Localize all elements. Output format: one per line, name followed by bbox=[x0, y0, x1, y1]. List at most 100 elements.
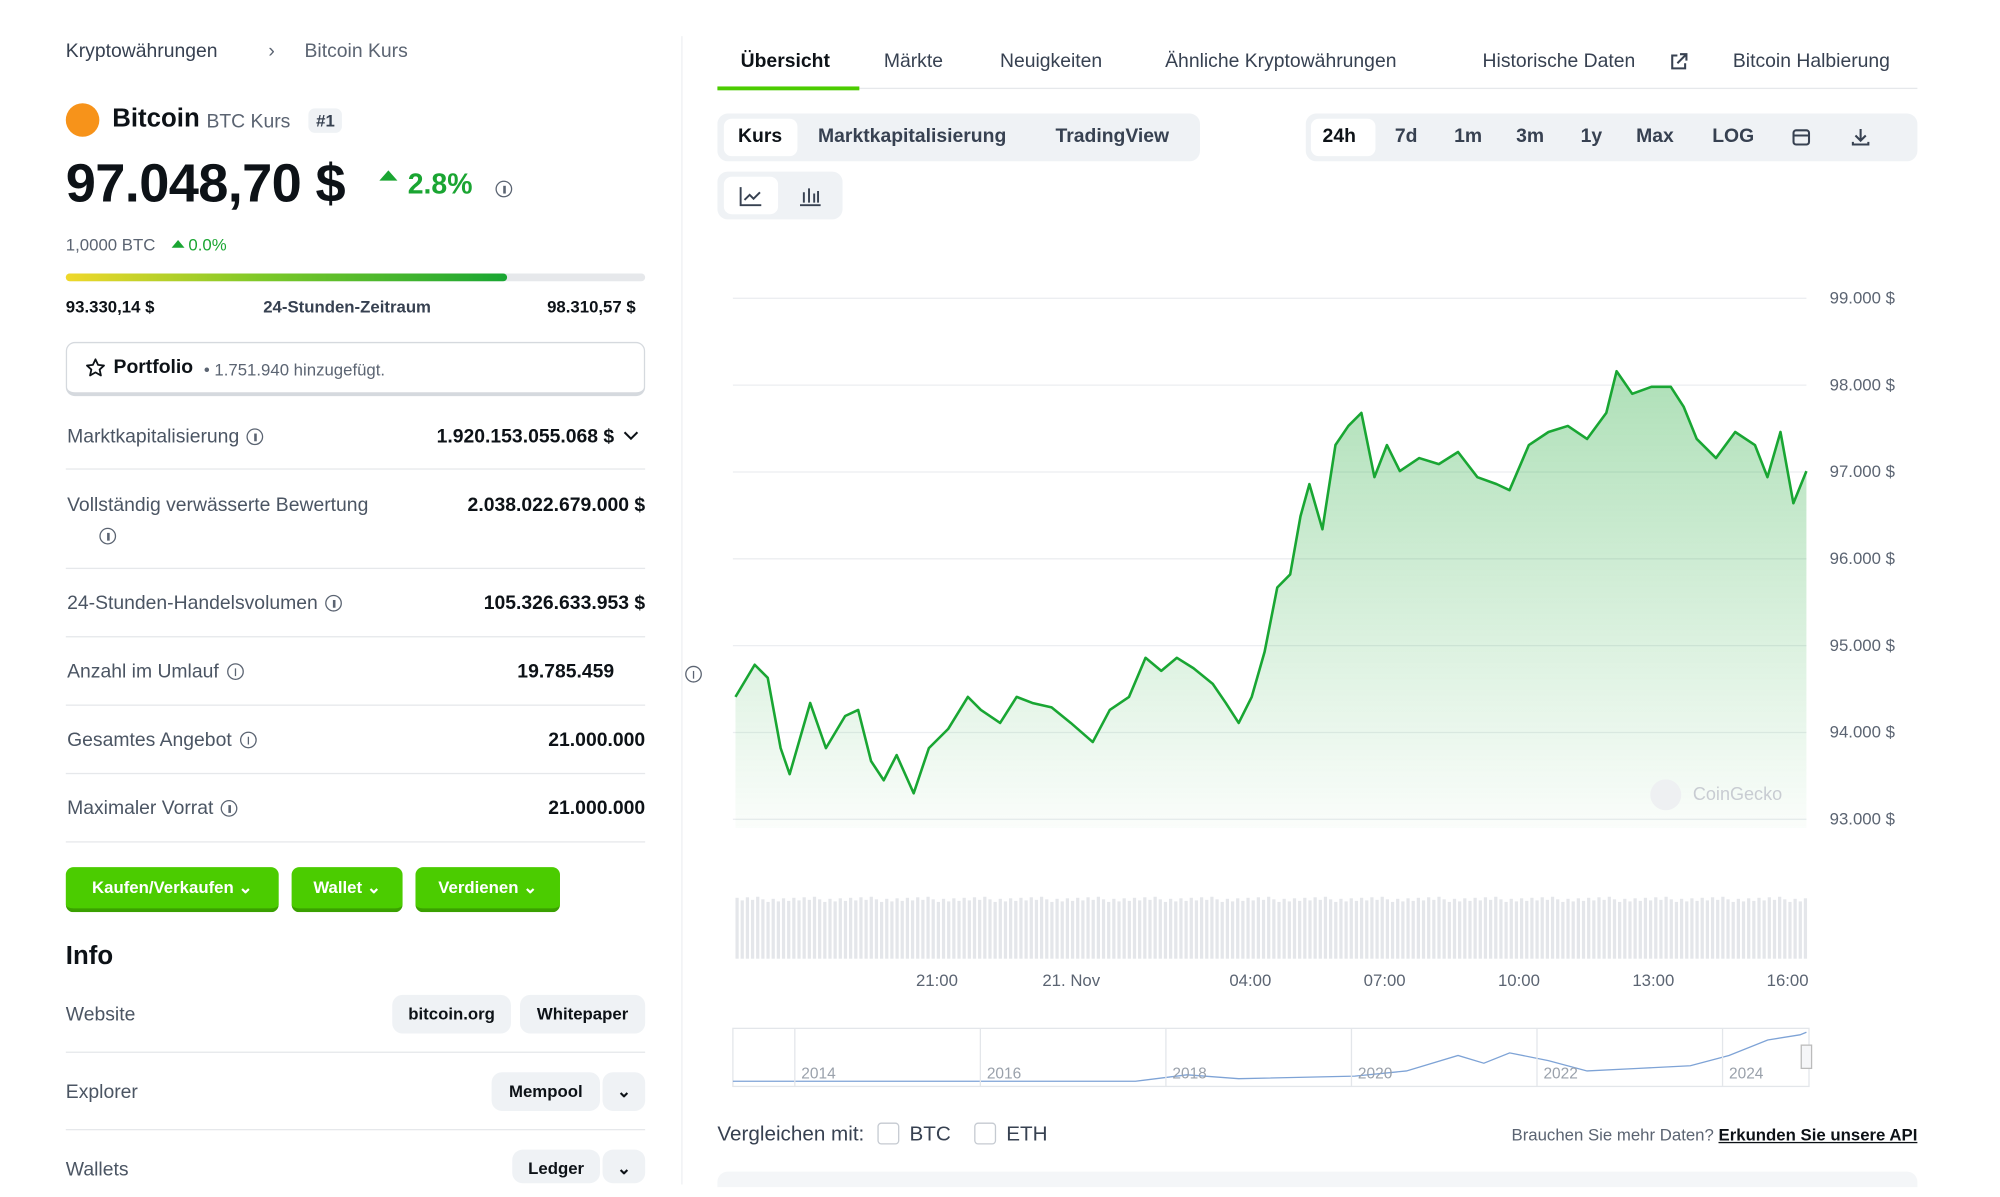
info-title: Info bbox=[65, 941, 114, 971]
volume-bar bbox=[1199, 897, 1204, 959]
volume-bar bbox=[1370, 897, 1374, 959]
volume-bar bbox=[1380, 896, 1384, 959]
api-link[interactable]: Erkunden Sie unsere API bbox=[1718, 1125, 1918, 1145]
range-tab[interactable]: 7d bbox=[1394, 125, 1418, 148]
volume-bar bbox=[1571, 901, 1575, 959]
volume-bar bbox=[1246, 897, 1250, 959]
info-icon[interactable] bbox=[99, 527, 117, 545]
volume-bar bbox=[1721, 896, 1725, 959]
volume-bar bbox=[1623, 898, 1627, 959]
range-tab[interactable]: 3m bbox=[1516, 125, 1545, 148]
volume-bar bbox=[1452, 898, 1457, 959]
volume-bar bbox=[1024, 900, 1028, 959]
price-change: 2.8% bbox=[407, 167, 473, 200]
volume-bar bbox=[1298, 900, 1302, 959]
volume-bar bbox=[988, 899, 992, 959]
navigator-year: 2014 bbox=[801, 1066, 836, 1083]
volume-bar bbox=[1576, 898, 1580, 959]
info-icon[interactable] bbox=[325, 594, 343, 612]
breadcrumb-link[interactable]: Kryptowährungen bbox=[65, 39, 218, 62]
portfolio-button[interactable]: Portfolio • 1.751.940 hinzugefügt. bbox=[65, 341, 646, 397]
volume-bar bbox=[1618, 901, 1622, 959]
stat-value: 2.038.022.679.000 $ bbox=[467, 494, 646, 517]
info-icon[interactable] bbox=[239, 731, 257, 749]
tab[interactable]: Bitcoin Halbierung bbox=[1732, 50, 1890, 73]
calendar-icon[interactable] bbox=[1791, 126, 1812, 147]
volume-bar bbox=[1669, 899, 1673, 959]
volume-bar bbox=[1210, 896, 1214, 959]
range-tab[interactable]: LOG bbox=[1712, 125, 1755, 148]
download-icon[interactable] bbox=[1850, 126, 1871, 147]
volume-bar bbox=[1163, 901, 1168, 959]
volume-bar bbox=[1256, 897, 1260, 959]
info-icon[interactable] bbox=[246, 428, 264, 446]
volume-bar bbox=[1287, 901, 1291, 959]
watermark-logo bbox=[1650, 779, 1682, 811]
volume-bar bbox=[1741, 901, 1746, 959]
volume-bar bbox=[1545, 899, 1550, 959]
info-icon[interactable] bbox=[685, 665, 702, 683]
volume-bar bbox=[1437, 896, 1441, 959]
coin-logo bbox=[65, 103, 100, 137]
chevron[interactable] bbox=[622, 430, 640, 443]
volume-bar bbox=[1638, 900, 1642, 959]
volume-bar bbox=[1189, 897, 1193, 959]
volume-bar bbox=[828, 898, 832, 959]
volume-bar bbox=[1313, 897, 1317, 959]
volume-bar bbox=[1359, 897, 1364, 959]
earn-button[interactable]: Verdienen ⌄ bbox=[415, 867, 560, 913]
volume-bar bbox=[1685, 901, 1689, 959]
tab[interactable]: Ähnliche Kryptowährungen bbox=[1165, 50, 1397, 73]
volume-bar bbox=[1432, 899, 1436, 959]
chart-tabs bbox=[717, 113, 1200, 162]
checkbox[interactable] bbox=[973, 1122, 996, 1145]
info-icon[interactable] bbox=[495, 180, 513, 198]
link-chip[interactable]: Whitepaper bbox=[519, 994, 646, 1034]
volume-bar bbox=[1473, 897, 1477, 959]
dropdown-chip[interactable]: ⌄ bbox=[602, 1072, 646, 1111]
volume-bar bbox=[998, 898, 1002, 959]
column-divider bbox=[681, 36, 683, 1185]
tab[interactable]: Historische Daten bbox=[1482, 50, 1636, 73]
volume-bar bbox=[1788, 901, 1792, 959]
checkbox[interactable] bbox=[877, 1122, 900, 1145]
link-chip[interactable]: Ledger bbox=[512, 1149, 600, 1184]
volume-bar bbox=[1174, 901, 1178, 959]
candle-icon[interactable] bbox=[799, 186, 822, 207]
range-tab[interactable]: 24h bbox=[1322, 125, 1356, 148]
volume-bar bbox=[972, 897, 977, 959]
tab[interactable]: Neuigkeiten bbox=[999, 50, 1103, 73]
info-icon[interactable] bbox=[221, 799, 238, 817]
buy-sell-button[interactable]: Kaufen/Verkaufen ⌄ bbox=[65, 867, 279, 913]
navigator-line bbox=[732, 1031, 1807, 1082]
chart-tab[interactable]: Kurs bbox=[738, 125, 783, 148]
volume-bar bbox=[1592, 900, 1596, 959]
chart-tab[interactable]: TradingView bbox=[1055, 125, 1170, 148]
volume-bar bbox=[838, 898, 842, 959]
volume-bar bbox=[1654, 897, 1658, 959]
wallet-button[interactable]: Wallet ⌄ bbox=[291, 867, 403, 913]
chart-tab[interactable]: Marktkapitalisierung bbox=[818, 125, 1007, 148]
tab[interactable]: Märkte bbox=[883, 50, 944, 73]
y-tick-label: 98.000 $ bbox=[1830, 375, 1896, 394]
volume-bar bbox=[1034, 899, 1039, 959]
volume-bar bbox=[1504, 901, 1508, 959]
volume-bar bbox=[921, 899, 925, 959]
volume-bar bbox=[962, 897, 966, 959]
active-pill bbox=[723, 118, 798, 157]
navigator-handle[interactable] bbox=[1800, 1044, 1813, 1070]
range-tab[interactable]: 1m bbox=[1454, 125, 1483, 148]
tab[interactable]: Übersicht bbox=[740, 50, 830, 73]
volume-bar bbox=[936, 901, 940, 959]
volume-bar bbox=[1065, 898, 1070, 959]
volume-bar bbox=[1778, 896, 1782, 959]
info-icon[interactable] bbox=[226, 663, 244, 680]
stat-label: Anzahl im Umlauf bbox=[67, 661, 244, 683]
line-chart-icon[interactable] bbox=[739, 186, 762, 207]
link-chip[interactable]: bitcoin.org bbox=[392, 994, 511, 1034]
range-tab[interactable]: 1y bbox=[1580, 125, 1603, 148]
dropdown-chip[interactable]: ⌄ bbox=[602, 1149, 646, 1184]
link-chip[interactable]: Mempool bbox=[491, 1072, 600, 1111]
range-tab[interactable]: Max bbox=[1636, 125, 1674, 148]
